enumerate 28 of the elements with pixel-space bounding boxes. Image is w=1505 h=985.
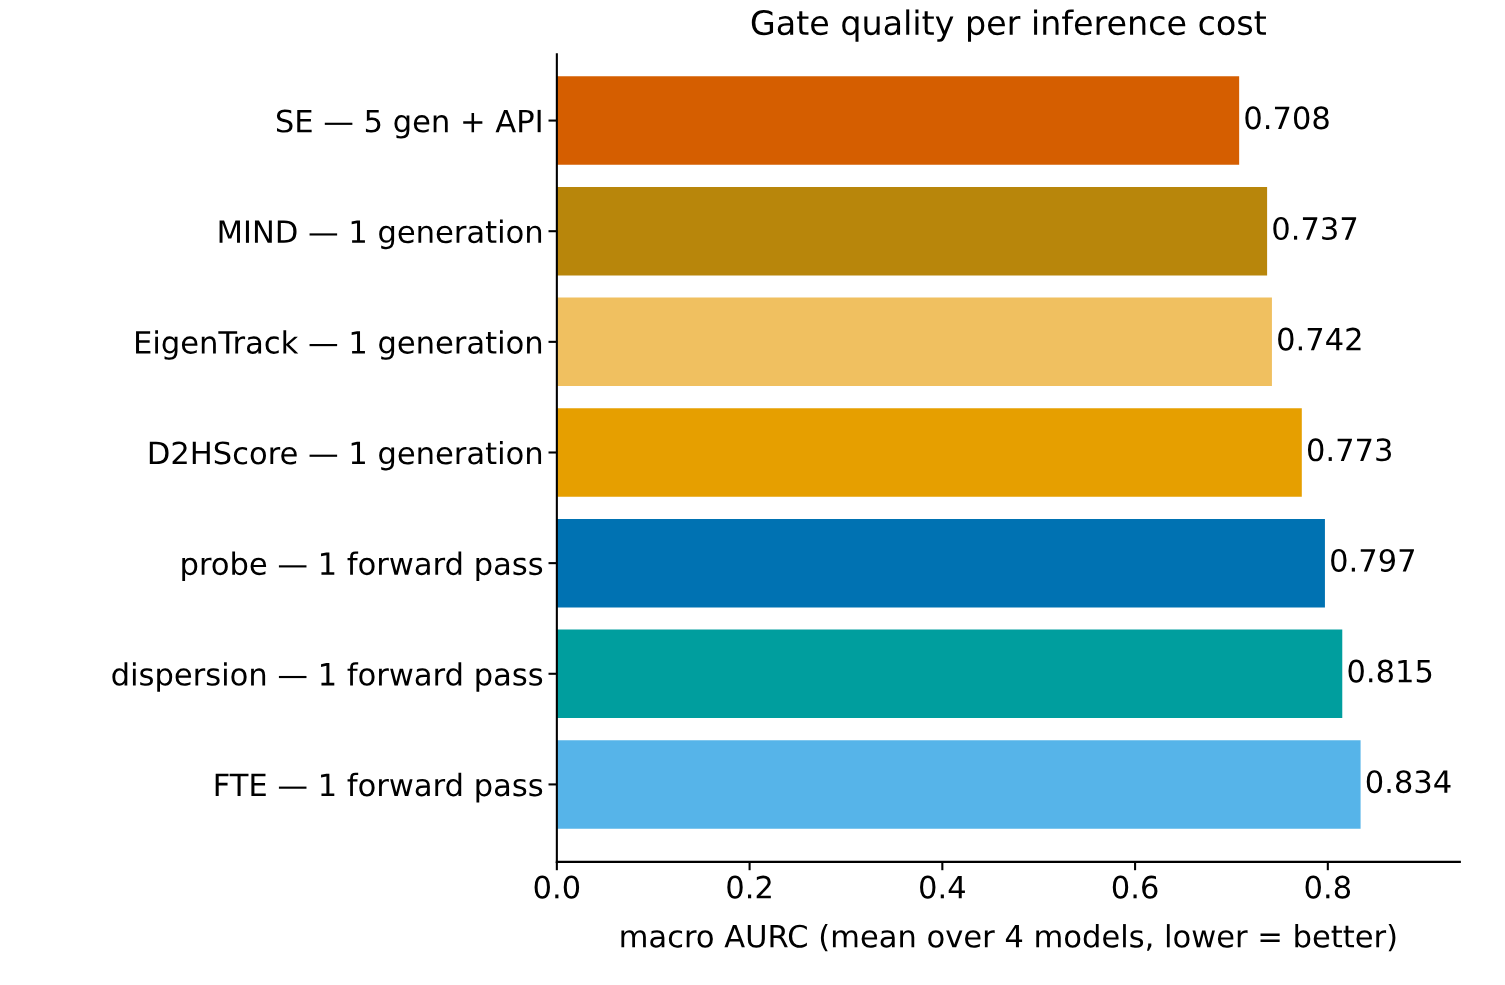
x-tick-label: 0.4 <box>920 875 965 899</box>
x-axis-title: macro AURC (mean over 4 models, lower = better) <box>621 924 1396 952</box>
bar <box>556 297 1272 387</box>
bar <box>556 740 1361 829</box>
bar <box>556 76 1240 165</box>
x-tick-label: 0.0 <box>534 875 580 899</box>
bar <box>556 518 1325 608</box>
data-label: 0.834 <box>1366 770 1451 794</box>
data-label: 0.742 <box>1278 327 1361 351</box>
x-tick-label: 0.6 <box>1112 875 1158 899</box>
x-tick-label: 0.2 <box>727 875 771 899</box>
bar <box>556 186 1268 276</box>
data-label: 0.797 <box>1331 548 1414 572</box>
data-label: 0.773 <box>1307 438 1391 462</box>
bar <box>556 408 1302 497</box>
y-tick-label: SE — 5 gen + API <box>276 109 541 139</box>
data-label: 0.708 <box>1245 106 1329 130</box>
y-tick-label: MIND — 1 generation <box>219 219 542 250</box>
y-tick-label: dispersion — 1 forward pass <box>112 662 543 692</box>
bar <box>556 629 1343 719</box>
y-tick-label: EigenTrack — 1 generation <box>136 330 542 360</box>
y-tick-label: D2HScore — 1 generation <box>149 440 542 471</box>
y-tick-label: probe — 1 forward pass <box>182 551 543 582</box>
data-label: 0.815 <box>1348 659 1432 683</box>
y-tick-label: FTE — 1 forward pass <box>215 772 543 803</box>
chart-title: Gate quality per inference cost <box>751 9 1266 42</box>
data-label: 0.737 <box>1273 216 1357 241</box>
x-tick-label: 0.8 <box>1305 875 1351 899</box>
